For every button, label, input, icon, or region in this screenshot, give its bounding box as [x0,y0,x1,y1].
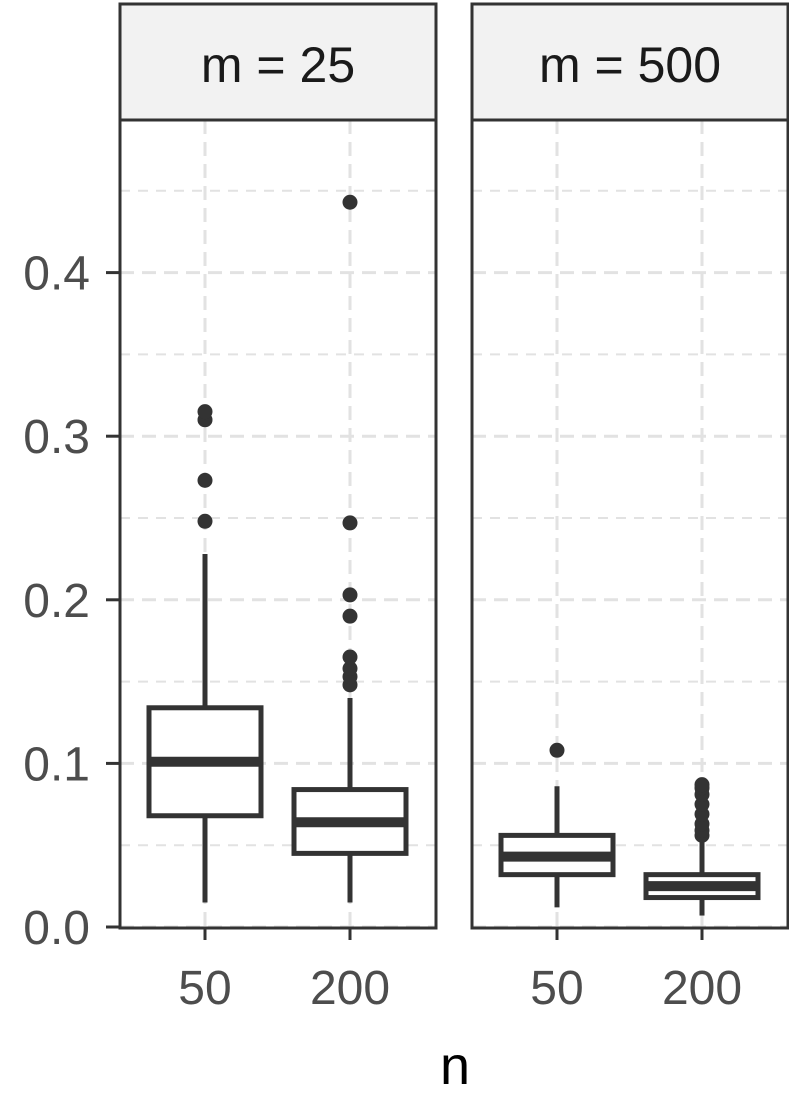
x-axis-title: n [440,1036,470,1096]
box-200 [291,194,409,903]
box-50 [498,742,616,908]
facet-strip [118,2,438,122]
outlier-point [694,777,710,793]
facet-strip-label: m = 25 [201,37,355,93]
y-axis: 0.0 0.1 0.2 0.3 0.4 [23,248,120,955]
outlier-point [342,194,358,210]
outlier-point [342,587,358,603]
outlier-point [197,513,213,529]
x-tick-label: 200 [310,962,390,1015]
y-tick-label: 0.1 [23,738,90,791]
facet-panel: m = 25 50 200 [118,2,438,1015]
y-tick-label: 0.3 [23,411,90,464]
outlier-point [342,649,358,665]
x-tick-label: 50 [530,962,583,1015]
box-50 [146,404,264,903]
facet-strip-label: m = 500 [539,37,721,93]
facet-panel: m = 500 50 200 [470,2,789,1015]
facet-strip [470,2,789,122]
outlier-point [342,661,358,677]
y-tick-label: 0.4 [23,248,90,301]
outlier-point [197,404,213,420]
outlier-point [342,515,358,531]
outlier-point [342,608,358,624]
panel-background [472,120,788,928]
y-tick-label: 0.0 [23,902,90,955]
outlier-point [197,472,213,488]
box-200 [643,777,761,916]
x-tick-label: 200 [662,962,742,1015]
outlier-point [549,742,565,758]
x-tick-label: 50 [178,962,231,1015]
y-tick-label: 0.2 [23,575,90,628]
